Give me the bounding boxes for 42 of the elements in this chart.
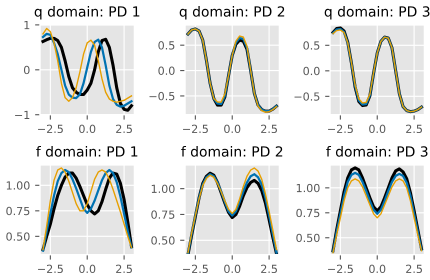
- y-tick-label: 1.00: [152, 184, 175, 194]
- chart-title: q domain: PD 3: [324, 6, 430, 20]
- x-tick-label: −2.5: [38, 264, 63, 274]
- x-tick-label: 2.5: [261, 264, 277, 274]
- y-tick-label: 0.50: [151, 236, 175, 245]
- y-tick-label: 1: [24, 21, 30, 30]
- y-tick-label: 0.5: [303, 41, 320, 50]
- y-tick-label: 0.5: [158, 41, 174, 50]
- chart-title: f domain: PD 3: [326, 146, 428, 157]
- x-tick-label: −2.5: [183, 264, 208, 274]
- y-tick-label: −0.5: [150, 92, 174, 100]
- x-tick-label: 0.0: [224, 124, 240, 134]
- y-tick-label: 0.50: [296, 234, 320, 242]
- y-tick-label: 0.75: [296, 208, 320, 218]
- x-tick-label: 0.0: [224, 264, 240, 274]
- x-tick-label: 0.0: [79, 124, 96, 134]
- y-tick-label: 0: [24, 66, 30, 74]
- y-tick-label: 0.0: [158, 66, 175, 75]
- x-tick-label: −2.5: [38, 124, 63, 134]
- x-tick-label: 2.5: [261, 124, 277, 134]
- y-tick-label: −0.5: [294, 92, 320, 101]
- x-tick-label: 2.5: [116, 124, 132, 134]
- x-tick-label: −2.5: [328, 264, 353, 274]
- y-tick-label: 0.50: [6, 232, 30, 241]
- chart-title: f domain: PD 1: [36, 146, 138, 157]
- chart-title: f domain: PD 2: [181, 146, 282, 157]
- y-tick-label: 1.00: [296, 184, 320, 192]
- x-tick-label: 2.5: [116, 264, 132, 274]
- chart-title: q domain: PD 1: [34, 6, 140, 20]
- y-tick-label: −1: [15, 110, 30, 119]
- x-tick-label: 2.5: [406, 264, 422, 274]
- chart-title: q domain: PD 2: [180, 6, 284, 20]
- y-tick-label: 1.00: [6, 181, 30, 190]
- x-tick-label: 0.0: [369, 264, 386, 274]
- y-tick-label: 0.75: [151, 210, 174, 219]
- x-tick-label: −2.5: [328, 124, 353, 134]
- x-tick-label: 2.5: [406, 124, 422, 134]
- x-tick-label: −2.5: [183, 124, 208, 134]
- x-tick-label: 0.0: [369, 124, 386, 134]
- y-tick-label: 0.0: [303, 66, 320, 76]
- x-tick-label: 0.0: [79, 264, 96, 274]
- y-tick-label: 0.75: [6, 206, 30, 216]
